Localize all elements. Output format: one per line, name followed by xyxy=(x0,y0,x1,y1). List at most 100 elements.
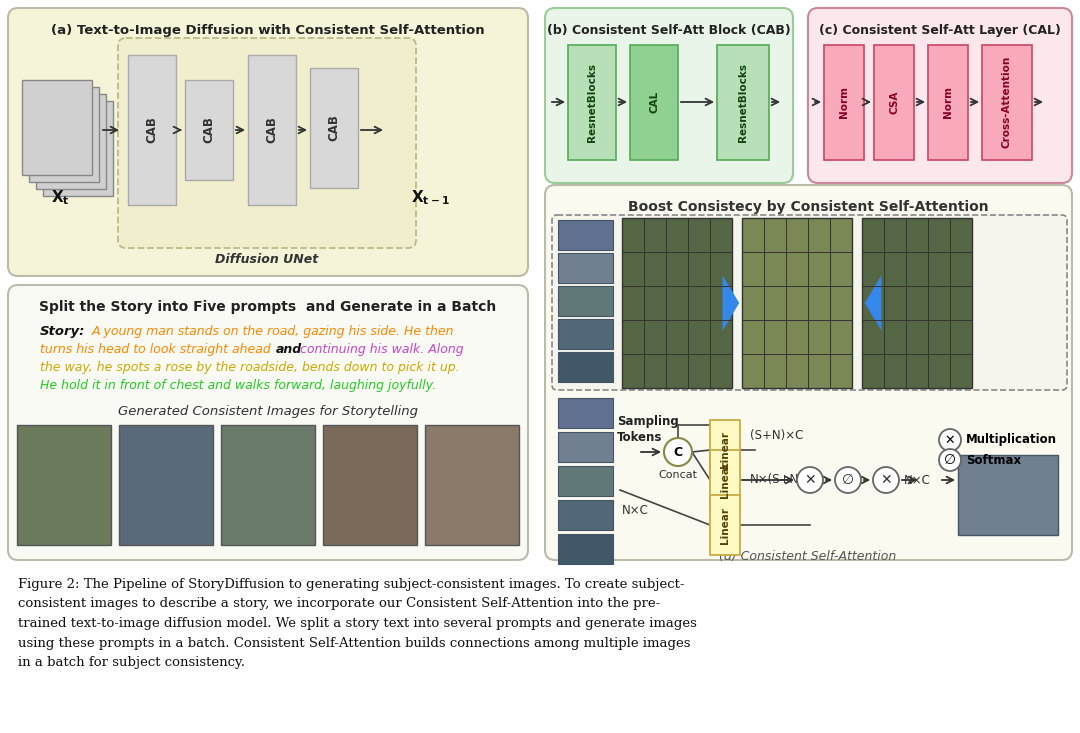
FancyBboxPatch shape xyxy=(545,185,1072,560)
Bar xyxy=(17,425,111,545)
Bar xyxy=(558,220,613,250)
Bar xyxy=(221,425,315,545)
Text: Softmax: Softmax xyxy=(966,454,1021,466)
Bar xyxy=(622,218,732,388)
Text: ∅: ∅ xyxy=(944,453,956,467)
Text: Norm: Norm xyxy=(839,86,849,118)
Bar xyxy=(129,55,176,205)
Bar xyxy=(558,534,613,564)
Bar xyxy=(824,45,864,160)
Text: ✕: ✕ xyxy=(945,433,955,446)
Bar xyxy=(29,87,99,182)
Text: Boost Consistecy by Consistent Self-Attention: Boost Consistecy by Consistent Self-Atte… xyxy=(627,200,988,214)
Text: Norm: Norm xyxy=(943,86,953,118)
Bar xyxy=(558,319,613,349)
Bar xyxy=(558,398,613,428)
Bar xyxy=(710,420,740,480)
Circle shape xyxy=(939,429,961,451)
Bar xyxy=(558,253,613,283)
Bar xyxy=(717,45,769,160)
Bar xyxy=(958,455,1058,535)
FancyBboxPatch shape xyxy=(118,38,416,248)
FancyBboxPatch shape xyxy=(545,8,793,183)
Text: N×(S+N): N×(S+N) xyxy=(750,474,804,487)
Bar xyxy=(558,286,613,316)
Bar xyxy=(568,45,616,160)
Bar xyxy=(119,425,213,545)
Text: (c) Consistent Self-Att Layer (CAL): (c) Consistent Self-Att Layer (CAL) xyxy=(819,24,1061,37)
Text: Multiplication: Multiplication xyxy=(966,433,1057,446)
FancyBboxPatch shape xyxy=(8,285,528,560)
Text: (b) Consistent Self-Att Block (CAB): (b) Consistent Self-Att Block (CAB) xyxy=(548,24,791,37)
Text: the way, he spots a rose by the roadside, bends down to pick it up.: the way, he spots a rose by the roadside… xyxy=(40,361,460,374)
Text: Linear: Linear xyxy=(720,507,730,543)
Text: $\mathbf{X_{t-1}}$: $\mathbf{X_{t-1}}$ xyxy=(410,188,449,207)
Text: (d) Consistent Self-Attention: (d) Consistent Self-Attention xyxy=(719,550,896,563)
Text: N×C: N×C xyxy=(904,474,931,487)
Bar xyxy=(558,432,613,462)
Text: Linear: Linear xyxy=(720,462,730,498)
Text: turns his head to look straight ahead: turns his head to look straight ahead xyxy=(40,343,271,356)
Text: Generated Consistent Images for Storytelling: Generated Consistent Images for Storytel… xyxy=(118,405,418,418)
Circle shape xyxy=(797,467,823,493)
Circle shape xyxy=(939,449,961,471)
Bar xyxy=(558,466,613,496)
Bar xyxy=(630,45,678,160)
Circle shape xyxy=(664,438,692,466)
Text: Story:: Story: xyxy=(40,325,85,338)
Bar xyxy=(426,425,519,545)
Bar xyxy=(982,45,1032,160)
FancyBboxPatch shape xyxy=(552,215,1067,390)
Text: Cross-Attention: Cross-Attention xyxy=(1002,56,1012,148)
Text: Concat: Concat xyxy=(659,470,698,480)
Circle shape xyxy=(835,467,861,493)
Text: ResnetBlocks: ResnetBlocks xyxy=(588,62,597,141)
Text: continuing his walk. Along: continuing his walk. Along xyxy=(300,343,463,356)
Bar xyxy=(558,500,613,530)
Bar xyxy=(43,101,113,196)
Text: N×C: N×C xyxy=(622,504,649,517)
Text: Diffusion UNet: Diffusion UNet xyxy=(215,253,319,266)
Bar xyxy=(742,218,852,388)
Text: (S+N)×C: (S+N)×C xyxy=(750,429,804,441)
Text: CSA: CSA xyxy=(889,90,899,114)
Text: CAB: CAB xyxy=(146,117,159,144)
Text: ✕: ✕ xyxy=(805,473,815,487)
Bar xyxy=(558,352,613,382)
Bar xyxy=(411,101,481,196)
Bar xyxy=(862,218,972,388)
Bar xyxy=(397,87,467,182)
Text: CAB: CAB xyxy=(327,114,340,141)
Text: $\mathbf{X_t}$: $\mathbf{X_t}$ xyxy=(51,188,69,207)
Text: ✕: ✕ xyxy=(880,473,892,487)
Bar xyxy=(22,80,92,175)
Text: ResnetBlocks: ResnetBlocks xyxy=(738,62,748,141)
Bar xyxy=(248,55,296,205)
Bar xyxy=(710,495,740,555)
Text: Figure 2: The Pipeline of StoryDiffusion to generating subject-consistent images: Figure 2: The Pipeline of StoryDiffusion… xyxy=(18,578,697,669)
FancyBboxPatch shape xyxy=(808,8,1072,183)
Text: CAB: CAB xyxy=(266,117,279,144)
Text: CAB: CAB xyxy=(203,117,216,144)
Bar xyxy=(928,45,968,160)
Bar xyxy=(36,94,106,189)
Bar xyxy=(390,80,460,175)
Bar xyxy=(710,450,740,510)
Text: Split the Story into Five prompts  and Generate in a Batch: Split the Story into Five prompts and Ge… xyxy=(39,300,497,314)
Bar xyxy=(404,94,474,189)
Text: CAL: CAL xyxy=(649,91,659,113)
Bar xyxy=(185,80,233,180)
Text: and: and xyxy=(276,343,302,356)
Text: C: C xyxy=(674,446,683,459)
Circle shape xyxy=(873,467,899,493)
Bar xyxy=(310,68,357,188)
Text: He hold it in front of chest and walks forward, laughing joyfully.: He hold it in front of chest and walks f… xyxy=(40,379,436,392)
Text: A young man stands on the road, gazing his side. He then: A young man stands on the road, gazing h… xyxy=(92,325,455,338)
Bar xyxy=(874,45,914,160)
Text: ∅: ∅ xyxy=(842,473,854,487)
Text: Sampling
Tokens: Sampling Tokens xyxy=(617,415,678,444)
FancyBboxPatch shape xyxy=(8,8,528,276)
Text: (a) Text-to-Image Diffusion with Consistent Self-Attention: (a) Text-to-Image Diffusion with Consist… xyxy=(51,24,485,37)
Text: Linear: Linear xyxy=(720,432,730,468)
Bar xyxy=(323,425,417,545)
